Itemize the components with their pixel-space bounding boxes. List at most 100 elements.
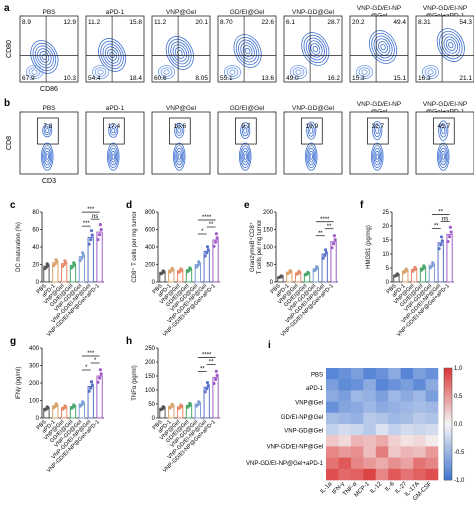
quadrant-ur-value: 15.8 bbox=[129, 19, 142, 26]
contour-ring bbox=[372, 145, 383, 168]
y-tick-label: 0 bbox=[386, 280, 390, 286]
heatmap-cell bbox=[388, 412, 401, 425]
contour-ring bbox=[102, 43, 122, 67]
contour-ring bbox=[226, 67, 239, 77]
flow-plot-a: VNP@Gel 11.2 20.1 60.6 8.05 bbox=[151, 9, 211, 83]
heatmap-cell bbox=[400, 446, 414, 458]
heatmap-cell bbox=[413, 457, 426, 470]
heatmap-cell bbox=[350, 390, 364, 402]
flow-plot-title: PBS bbox=[42, 105, 56, 112]
contour-ring bbox=[41, 142, 54, 171]
contour-ring bbox=[295, 69, 302, 75]
data-point bbox=[297, 269, 301, 274]
heatmap-cell bbox=[413, 401, 426, 414]
contour-ring bbox=[375, 38, 391, 56]
contour-ring bbox=[108, 123, 119, 138]
colorbar-segment bbox=[444, 407, 452, 411]
data-point bbox=[332, 234, 336, 238]
flow-plot-frame bbox=[217, 111, 277, 175]
sig-label: ** bbox=[434, 223, 439, 229]
contour-ring bbox=[174, 122, 185, 139]
gate-box bbox=[37, 117, 59, 145]
bar bbox=[330, 241, 337, 283]
y-tick-label: 80 bbox=[32, 210, 39, 216]
contour-ring bbox=[98, 38, 127, 72]
y-axis-label: HMGB1 (pg/mg) bbox=[366, 225, 372, 269]
contour-ring bbox=[177, 153, 181, 160]
data-point bbox=[170, 266, 174, 271]
quadrant-ul-value: 20.2 bbox=[352, 19, 365, 26]
contour-ring bbox=[109, 148, 118, 166]
data-point bbox=[63, 259, 67, 263]
panel-letter: f bbox=[360, 200, 364, 211]
bar bbox=[437, 242, 444, 283]
data-point bbox=[89, 380, 94, 384]
heatmap-cell bbox=[425, 457, 439, 470]
data-point bbox=[321, 256, 325, 260]
sig-label: ** bbox=[209, 359, 214, 365]
heatmap-cell bbox=[413, 412, 426, 425]
y-tick-label: 20 bbox=[32, 263, 39, 269]
sig-label: **** bbox=[202, 215, 212, 221]
heatmap-cell bbox=[338, 435, 352, 447]
bar bbox=[96, 231, 103, 283]
data-point bbox=[395, 272, 399, 276]
sig-label: ** bbox=[209, 222, 214, 228]
heatmap-row-label: aPD-1 bbox=[306, 386, 324, 392]
heatmap-cell bbox=[388, 435, 401, 447]
data-point bbox=[212, 244, 216, 248]
quadrant-ur-value: 28.7 bbox=[327, 19, 340, 26]
heatmap-cell bbox=[413, 435, 426, 447]
colorbar-segment bbox=[444, 454, 452, 458]
heatmap-cell bbox=[326, 390, 339, 402]
heatmap-cell bbox=[413, 379, 426, 391]
y-tick-label: 300 bbox=[29, 364, 40, 370]
data-point bbox=[90, 233, 94, 237]
heatmap-cell bbox=[400, 468, 414, 481]
colorbar-segment bbox=[444, 457, 452, 461]
flow-plot-title: aPD-1 bbox=[106, 105, 125, 112]
heatmap-row-label: GD/EI-NP@Gel bbox=[281, 415, 323, 421]
contour-ring bbox=[241, 124, 249, 137]
heatmap-cell bbox=[338, 412, 352, 425]
colorbar-segment bbox=[444, 398, 452, 402]
heatmap-cell bbox=[338, 390, 352, 402]
contour-ring bbox=[305, 37, 325, 61]
heatmap-cell bbox=[375, 401, 389, 414]
data-point bbox=[80, 256, 84, 260]
flow-plot-frame bbox=[349, 111, 409, 175]
y-tick-label: 100 bbox=[145, 388, 156, 394]
contour-ring bbox=[170, 41, 190, 65]
data-point bbox=[447, 235, 452, 239]
data-point bbox=[214, 232, 218, 236]
flow-plot-title: VNP@Gel bbox=[166, 105, 197, 112]
quadrant-lr-value: 10.3 bbox=[63, 75, 76, 82]
contour-ring bbox=[238, 39, 258, 63]
heatmap-cell bbox=[425, 401, 439, 414]
contour-ring bbox=[374, 150, 380, 163]
quadrant-lr-value: 13.6 bbox=[261, 75, 274, 82]
colorbar-tick-label: 0.0 bbox=[454, 422, 463, 428]
colorbar-frame bbox=[443, 367, 453, 481]
flow-plot-b: aPD-1 17.4 bbox=[85, 105, 145, 175]
contour-ring bbox=[371, 32, 395, 62]
contour-ring bbox=[110, 150, 116, 163]
heatmap-cell bbox=[326, 401, 339, 414]
contour-ring bbox=[223, 65, 242, 80]
heatmap-cell bbox=[400, 412, 414, 425]
contour-ring bbox=[373, 124, 381, 138]
panel-b-xlabel: CD3 bbox=[42, 178, 56, 185]
data-point bbox=[446, 239, 450, 244]
heatmap-cell bbox=[413, 368, 426, 380]
heatmap-cell bbox=[338, 401, 352, 414]
colorbar-segment bbox=[444, 370, 452, 374]
heatmap-cell bbox=[375, 412, 389, 425]
quadrant-ul-value: 11.2 bbox=[154, 19, 167, 26]
contour-ring bbox=[355, 65, 374, 80]
colorbar-segment bbox=[444, 393, 452, 397]
y-tick-label: 50 bbox=[148, 402, 155, 408]
colorbar-segment bbox=[444, 384, 452, 388]
data-point bbox=[422, 264, 426, 268]
data-point bbox=[54, 258, 58, 262]
